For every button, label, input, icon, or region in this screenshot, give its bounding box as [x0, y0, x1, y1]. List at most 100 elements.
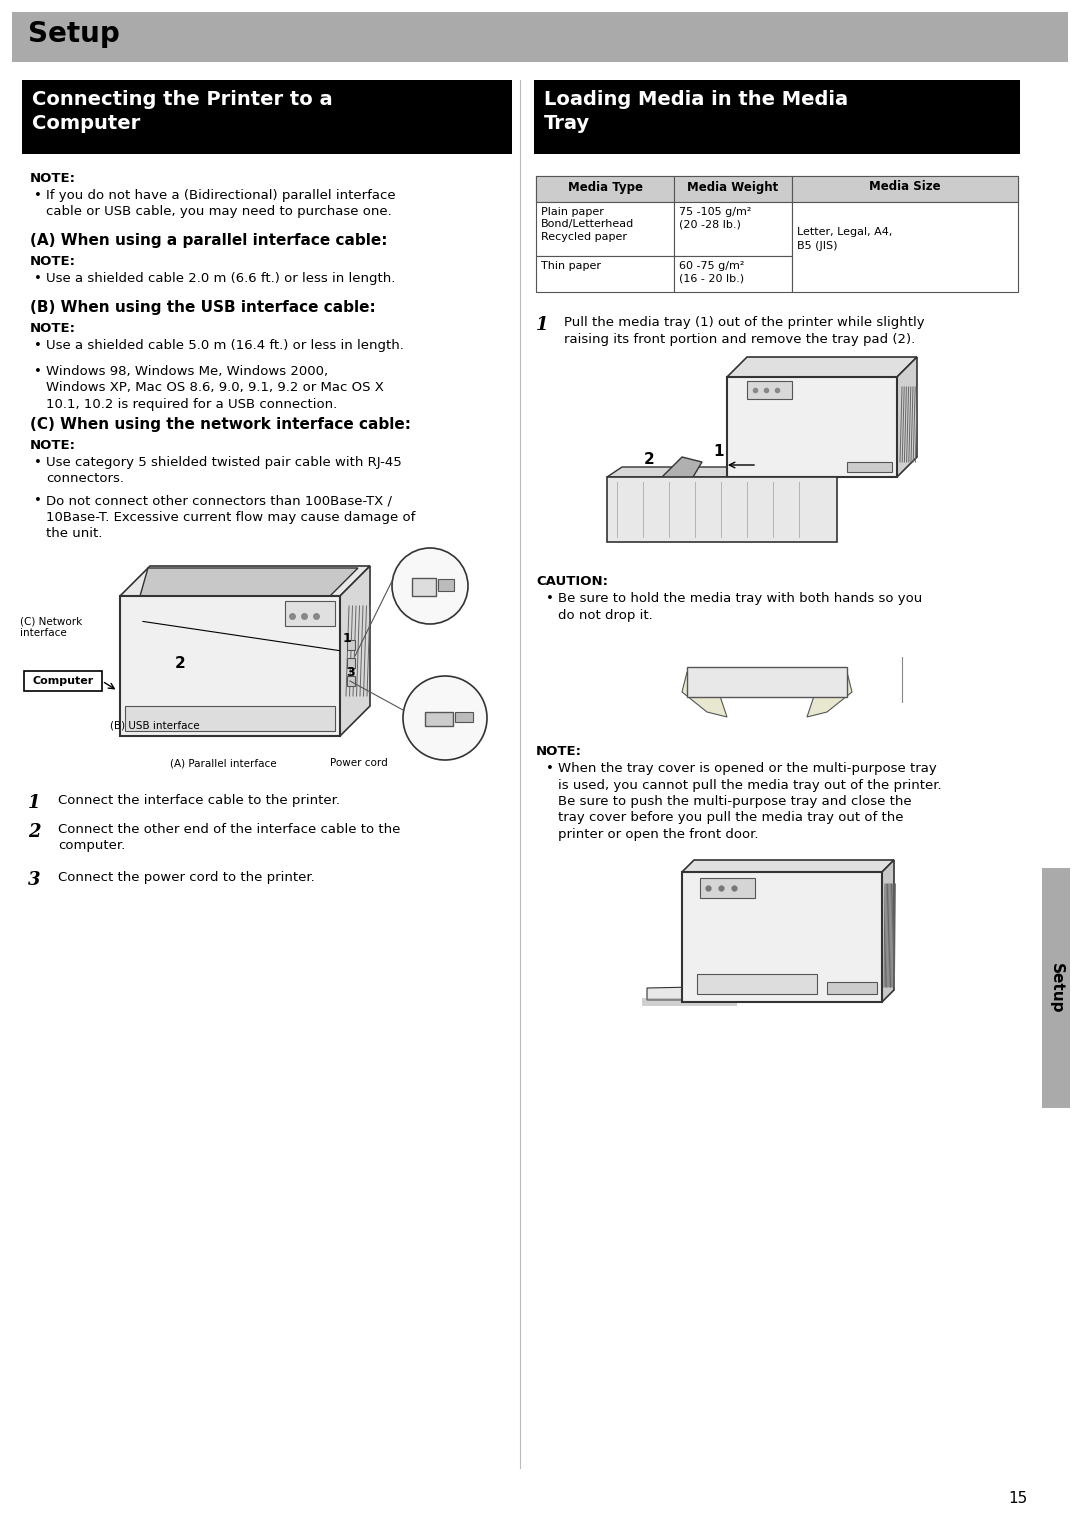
FancyBboxPatch shape — [681, 872, 882, 1002]
Text: Media Size: Media Size — [869, 180, 941, 194]
FancyBboxPatch shape — [347, 675, 355, 686]
FancyBboxPatch shape — [674, 257, 792, 292]
FancyBboxPatch shape — [607, 477, 837, 542]
Polygon shape — [681, 672, 727, 717]
Text: Setup: Setup — [28, 20, 120, 47]
Text: 3: 3 — [346, 666, 354, 678]
FancyBboxPatch shape — [536, 202, 674, 257]
Polygon shape — [340, 565, 370, 736]
Text: NOTE:: NOTE: — [30, 173, 76, 185]
Polygon shape — [647, 986, 742, 999]
FancyBboxPatch shape — [827, 983, 877, 995]
Text: Loading Media in the Media: Loading Media in the Media — [544, 90, 848, 108]
FancyBboxPatch shape — [426, 712, 453, 726]
Text: (B) USB interface: (B) USB interface — [110, 721, 200, 730]
Text: If you do not have a (Bidirectional) parallel interface
cable or USB cable, you : If you do not have a (Bidirectional) par… — [46, 189, 395, 219]
FancyBboxPatch shape — [120, 596, 340, 736]
FancyBboxPatch shape — [700, 879, 755, 898]
Polygon shape — [140, 568, 357, 596]
Text: Be sure to hold the media tray with both hands so you
do not drop it.: Be sure to hold the media tray with both… — [558, 591, 922, 622]
Text: Computer: Computer — [32, 675, 94, 686]
Text: •: • — [546, 762, 554, 775]
FancyBboxPatch shape — [536, 257, 674, 292]
Text: 2: 2 — [28, 824, 41, 840]
Text: Plain paper
Bond/Letterhead
Recycled paper: Plain paper Bond/Letterhead Recycled pap… — [541, 206, 634, 241]
Text: Use category 5 shielded twisted pair cable with RJ-45
connectors.: Use category 5 shielded twisted pair cab… — [46, 455, 402, 486]
Polygon shape — [882, 860, 894, 1002]
FancyBboxPatch shape — [285, 601, 335, 626]
FancyBboxPatch shape — [697, 973, 816, 995]
Text: NOTE:: NOTE: — [536, 746, 582, 758]
FancyBboxPatch shape — [674, 176, 792, 202]
FancyBboxPatch shape — [347, 659, 355, 668]
FancyBboxPatch shape — [125, 706, 335, 730]
Text: When the tray cover is opened or the multi-purpose tray
is used, you cannot pull: When the tray cover is opened or the mul… — [558, 762, 942, 840]
Text: Connecting the Printer to a: Connecting the Printer to a — [32, 90, 333, 108]
FancyBboxPatch shape — [536, 176, 674, 202]
Text: (B) When using the USB interface cable:: (B) When using the USB interface cable: — [30, 299, 376, 315]
Text: 2: 2 — [175, 657, 186, 671]
Text: Media Weight: Media Weight — [687, 180, 779, 194]
Text: Power cord: Power cord — [330, 758, 388, 769]
Text: Computer: Computer — [32, 115, 140, 133]
Text: •: • — [33, 339, 42, 351]
Text: Windows 98, Windows Me, Windows 2000,
Windows XP, Mac OS 8.6, 9.0, 9.1, 9.2 or M: Windows 98, Windows Me, Windows 2000, Wi… — [46, 365, 383, 411]
Text: Use a shielded cable 5.0 m (16.4 ft.) or less in length.: Use a shielded cable 5.0 m (16.4 ft.) or… — [46, 339, 404, 351]
Text: 2: 2 — [644, 451, 654, 466]
FancyBboxPatch shape — [347, 640, 355, 649]
FancyBboxPatch shape — [747, 380, 792, 399]
FancyBboxPatch shape — [536, 176, 1018, 202]
Text: Connect the interface cable to the printer.: Connect the interface cable to the print… — [58, 795, 340, 807]
Text: 1: 1 — [714, 445, 725, 460]
FancyBboxPatch shape — [674, 202, 792, 257]
Circle shape — [392, 549, 468, 623]
Text: Thin paper: Thin paper — [541, 261, 600, 270]
FancyBboxPatch shape — [687, 668, 847, 697]
Polygon shape — [807, 672, 852, 717]
Text: Connect the power cord to the printer.: Connect the power cord to the printer. — [58, 871, 314, 885]
Text: •: • — [33, 189, 42, 202]
Text: •: • — [33, 272, 42, 286]
Polygon shape — [727, 358, 917, 377]
Text: Letter, Legal, A4,
B5 (JIS): Letter, Legal, A4, B5 (JIS) — [797, 228, 892, 251]
FancyBboxPatch shape — [847, 461, 892, 472]
Text: CAUTION:: CAUTION: — [536, 575, 608, 588]
FancyBboxPatch shape — [12, 12, 1068, 63]
Text: (A) When using a parallel interface cable:: (A) When using a parallel interface cabl… — [30, 232, 388, 248]
Text: •: • — [33, 455, 42, 469]
Polygon shape — [607, 468, 842, 477]
FancyBboxPatch shape — [1042, 868, 1070, 1108]
Text: 1: 1 — [28, 795, 41, 811]
Text: NOTE:: NOTE: — [30, 322, 76, 335]
Text: Setup: Setup — [1049, 963, 1064, 1013]
FancyBboxPatch shape — [534, 79, 1020, 154]
Polygon shape — [120, 565, 370, 596]
FancyBboxPatch shape — [438, 579, 454, 591]
Polygon shape — [642, 998, 737, 1005]
Text: •: • — [33, 494, 42, 507]
Text: 60 -75 g/m²
(16 - 20 lb.): 60 -75 g/m² (16 - 20 lb.) — [679, 261, 744, 283]
Text: 1: 1 — [536, 316, 549, 335]
Polygon shape — [897, 358, 917, 477]
Text: NOTE:: NOTE: — [30, 439, 76, 452]
Circle shape — [403, 675, 487, 759]
FancyBboxPatch shape — [792, 176, 1018, 202]
Text: 75 -105 g/m²
(20 -28 lb.): 75 -105 g/m² (20 -28 lb.) — [679, 206, 752, 229]
Text: Use a shielded cable 2.0 m (6.6 ft.) or less in length.: Use a shielded cable 2.0 m (6.6 ft.) or … — [46, 272, 395, 286]
Text: (C) Network
interface: (C) Network interface — [21, 616, 82, 639]
FancyBboxPatch shape — [411, 578, 436, 596]
Text: 3: 3 — [28, 871, 41, 889]
Text: (A) Parallel interface: (A) Parallel interface — [170, 758, 276, 769]
Text: Do not connect other connectors than 100Base-TX /
10Base-T. Excessive current fl: Do not connect other connectors than 100… — [46, 494, 416, 539]
Text: •: • — [546, 591, 554, 605]
Text: 15: 15 — [1009, 1491, 1028, 1507]
FancyBboxPatch shape — [455, 712, 473, 723]
FancyBboxPatch shape — [24, 671, 102, 691]
Polygon shape — [657, 457, 702, 487]
Text: Connect the other end of the interface cable to the
computer.: Connect the other end of the interface c… — [58, 824, 401, 853]
Text: 1: 1 — [343, 631, 352, 645]
FancyBboxPatch shape — [727, 377, 897, 477]
Text: Tray: Tray — [544, 115, 590, 133]
Text: Media Type: Media Type — [567, 180, 643, 194]
FancyBboxPatch shape — [22, 79, 512, 154]
